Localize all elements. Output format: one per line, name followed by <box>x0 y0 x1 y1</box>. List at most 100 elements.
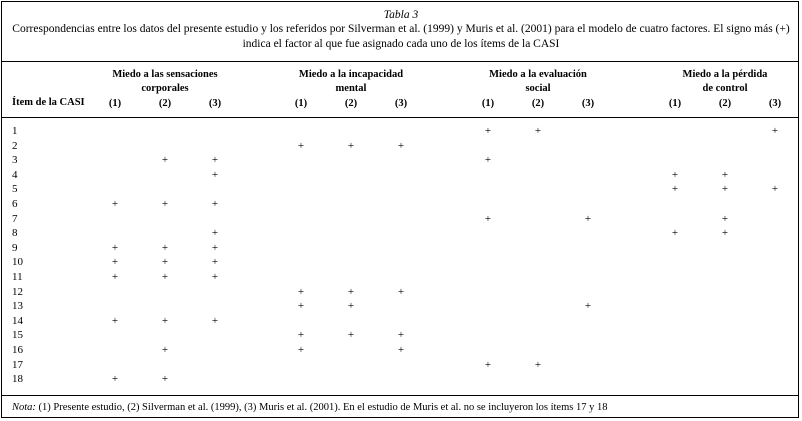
assignment-mark: + <box>347 329 355 341</box>
assignment-mark: + <box>671 227 679 239</box>
assignment-mark: + <box>347 300 355 312</box>
assignment-mark: + <box>397 286 405 298</box>
row-item-number: 1 <box>12 125 18 137</box>
assignment-mark: + <box>161 315 169 327</box>
sub-header-1: (1) <box>294 98 308 109</box>
group-header-mental-incapacity: Miedo a la incapacidad mental <box>281 68 421 96</box>
table-caption-line-1: Correspondencias entre los datos del pre… <box>12 23 790 35</box>
assignment-mark: + <box>211 271 219 283</box>
item-column-header: Ítem de la CASI <box>12 97 85 108</box>
sub-header-3: (3) <box>394 98 408 109</box>
assignment-mark: + <box>671 169 679 181</box>
group-header-social-evaluation: Miedo a la evaluación social <box>468 68 608 96</box>
row-item-number: 17 <box>12 359 23 371</box>
assignment-mark: + <box>721 213 729 225</box>
header-bottom-rule <box>1 117 799 118</box>
assignment-mark: + <box>584 213 592 225</box>
assignment-mark: + <box>721 169 729 181</box>
assignment-mark: + <box>111 256 119 268</box>
assignment-mark: + <box>161 198 169 210</box>
table-caption-line-2: indica el factor al que fue asignado cad… <box>242 38 560 50</box>
table-title: Tabla 3 <box>383 9 419 21</box>
assignment-mark: + <box>771 125 779 137</box>
assignment-mark: + <box>161 373 169 385</box>
assignment-mark: + <box>297 286 305 298</box>
assignment-mark: + <box>111 373 119 385</box>
assignment-mark: + <box>484 213 492 225</box>
assignment-mark: + <box>211 154 219 166</box>
header-top-rule <box>1 61 799 62</box>
sub-header-3: (3) <box>581 98 595 109</box>
assignment-mark: + <box>484 359 492 371</box>
row-item-number: 18 <box>12 373 23 385</box>
assignment-mark: + <box>211 256 219 268</box>
assignment-mark: + <box>771 183 779 195</box>
assignment-mark: + <box>671 183 679 195</box>
group-header-loss-of-control: Miedo a la pérdida de control <box>655 68 795 96</box>
group-header-line: Miedo a la pérdida <box>682 69 768 80</box>
assignment-mark: + <box>211 169 219 181</box>
body-bottom-rule <box>1 395 799 396</box>
row-item-number: 14 <box>12 315 23 327</box>
sub-header-3: (3) <box>768 98 782 109</box>
note-text: (1) Presente estudio, (2) Silverman et a… <box>35 402 608 413</box>
row-item-number: 13 <box>12 300 23 312</box>
sub-header-1: (1) <box>481 98 495 109</box>
assignment-mark: + <box>721 183 729 195</box>
assignment-mark: + <box>484 125 492 137</box>
group-header-line: corporales <box>141 83 189 94</box>
assignment-mark: + <box>211 315 219 327</box>
group-header-line: de control <box>702 83 748 94</box>
assignment-mark: + <box>297 140 305 152</box>
assignment-mark: + <box>111 242 119 254</box>
row-item-number: 12 <box>12 286 23 298</box>
assignment-mark: + <box>534 125 542 137</box>
row-item-number: 5 <box>12 183 18 195</box>
assignment-mark: + <box>397 344 405 356</box>
assignment-mark: + <box>161 154 169 166</box>
assignment-mark: + <box>211 227 219 239</box>
group-header-line: Miedo a la incapacidad <box>298 69 404 80</box>
row-item-number: 2 <box>12 140 18 152</box>
sub-header-2: (2) <box>531 98 545 109</box>
group-header-line: mental <box>335 83 367 94</box>
row-item-number: 7 <box>12 213 18 225</box>
sub-header-1: (1) <box>668 98 682 109</box>
note-label: Nota: <box>12 402 36 413</box>
row-item-number: 9 <box>12 242 18 254</box>
assignment-mark: + <box>534 359 542 371</box>
assignment-mark: + <box>211 242 219 254</box>
sub-header-2: (2) <box>718 98 732 109</box>
assignment-mark: + <box>211 198 219 210</box>
assignment-mark: + <box>297 344 305 356</box>
row-item-number: 10 <box>12 256 23 268</box>
group-header-line: social <box>525 83 551 94</box>
sub-header-2: (2) <box>344 98 358 109</box>
assignment-mark: + <box>111 198 119 210</box>
row-item-number: 6 <box>12 198 18 210</box>
assignment-mark: + <box>584 300 592 312</box>
assignment-mark: + <box>297 329 305 341</box>
group-header-line: Miedo a la evaluación <box>489 69 587 80</box>
group-header-line: Miedo a las sensaciones <box>112 69 218 80</box>
assignment-mark: + <box>161 344 169 356</box>
assignment-mark: + <box>297 300 305 312</box>
assignment-mark: + <box>397 329 405 341</box>
row-item-number: 15 <box>12 329 23 341</box>
sub-header-1: (1) <box>108 98 122 109</box>
row-item-number: 8 <box>12 227 18 239</box>
assignment-mark: + <box>161 256 169 268</box>
sub-header-2: (2) <box>158 98 172 109</box>
row-item-number: 11 <box>12 271 23 283</box>
assignment-mark: + <box>347 286 355 298</box>
table-note: Nota: (1) Presente estudio, (2) Silverma… <box>12 402 607 413</box>
assignment-mark: + <box>111 315 119 327</box>
assignment-mark: + <box>161 271 169 283</box>
row-item-number: 16 <box>12 344 23 356</box>
assignment-mark: + <box>721 227 729 239</box>
assignment-mark: + <box>484 154 492 166</box>
assignment-mark: + <box>111 271 119 283</box>
assignment-mark: + <box>397 140 405 152</box>
